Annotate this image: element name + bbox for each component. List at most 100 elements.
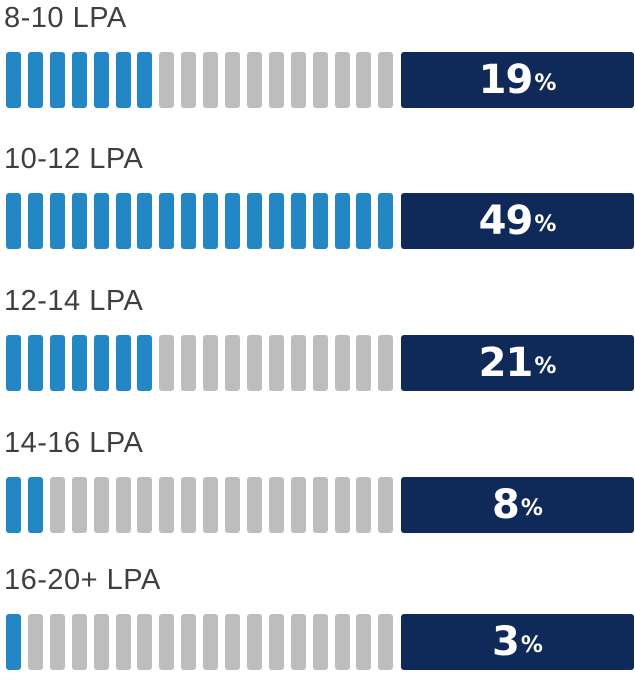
bar-segment-empty xyxy=(269,477,284,533)
bar-segment-empty xyxy=(116,614,131,670)
bar-segment-empty xyxy=(313,477,328,533)
bar-segment-empty xyxy=(356,52,371,108)
percent-suffix: % xyxy=(534,353,557,379)
bar-segment-filled xyxy=(378,193,393,249)
bar-segment-empty xyxy=(313,335,328,391)
bar-segment-filled xyxy=(291,193,306,249)
bar-segment-empty xyxy=(159,52,174,108)
bar-segment-filled xyxy=(181,193,196,249)
bar-segment-filled xyxy=(116,193,131,249)
bar-segment-filled xyxy=(94,52,109,108)
bar-segment-filled xyxy=(137,335,152,391)
bar-segment-empty xyxy=(247,614,262,670)
percent-suffix: % xyxy=(534,211,557,237)
bar-segment-empty xyxy=(356,477,371,533)
bar-segment-empty xyxy=(203,335,218,391)
data-label-value: 8 xyxy=(492,482,520,528)
value-label-box: 21% xyxy=(401,335,634,391)
bar-segment-empty xyxy=(378,477,393,533)
bar-segment-empty xyxy=(159,477,174,533)
bar-segment-filled xyxy=(72,52,87,108)
bar-segment-filled xyxy=(335,193,350,249)
bar-segment-empty xyxy=(203,477,218,533)
bar-segment-empty xyxy=(335,52,350,108)
chart-row: 16-20+ LPA 3% xyxy=(0,562,635,682)
bar-segment-empty xyxy=(137,614,152,670)
bar-segment-empty xyxy=(137,477,152,533)
bar-segment-empty xyxy=(247,52,262,108)
bar-segment-filled xyxy=(94,193,109,249)
percent-suffix: % xyxy=(520,632,543,658)
bar-segment-empty xyxy=(94,614,109,670)
bar-segment-empty xyxy=(291,52,306,108)
bar-segment-empty xyxy=(225,614,240,670)
bar-segment-filled xyxy=(50,193,65,249)
bar-segment-empty xyxy=(291,614,306,670)
bar-segment-filled xyxy=(6,193,21,249)
bar-segment-empty xyxy=(50,477,65,533)
segment-track xyxy=(6,52,396,108)
bar-segment-filled xyxy=(50,52,65,108)
category-label: 12-14 LPA xyxy=(4,285,144,317)
bar-segment-filled xyxy=(269,193,284,249)
bar-segment-empty xyxy=(247,335,262,391)
bar-segment-filled xyxy=(313,193,328,249)
value-label-box: 49% xyxy=(401,193,634,249)
bar-segment-filled xyxy=(225,193,240,249)
bar-segment-empty xyxy=(159,614,174,670)
bar-segment-empty xyxy=(269,335,284,391)
bar-segment-empty xyxy=(335,335,350,391)
value-label-box: 8% xyxy=(401,477,634,533)
chart-row: 14-16 LPA 8% xyxy=(0,425,635,545)
bar-segment-filled xyxy=(116,52,131,108)
bar-segment-filled xyxy=(28,335,43,391)
category-label: 14-16 LPA xyxy=(4,427,144,459)
bar-segment-empty xyxy=(203,614,218,670)
bar-segment-empty xyxy=(247,477,262,533)
bar-segment-empty xyxy=(181,477,196,533)
bar-segment-filled xyxy=(28,477,43,533)
segment-track xyxy=(6,477,396,533)
bar-segment-empty xyxy=(269,614,284,670)
bar-segment-empty xyxy=(181,52,196,108)
bar-segment-filled xyxy=(72,335,87,391)
bar-segment-filled xyxy=(6,335,21,391)
bar-segment-filled xyxy=(94,335,109,391)
bar-segment-empty xyxy=(356,335,371,391)
bar-segment-empty xyxy=(291,335,306,391)
data-label-value: 3 xyxy=(492,619,520,665)
bar-segment-filled xyxy=(6,52,21,108)
category-label: 8-10 LPA xyxy=(4,2,127,34)
bar-segment-empty xyxy=(335,477,350,533)
data-label-value: 19 xyxy=(478,57,534,103)
percent-suffix: % xyxy=(534,70,557,96)
chart-row: 12-14 LPA 21% xyxy=(0,283,635,403)
category-label: 16-20+ LPA xyxy=(4,564,161,596)
bar-segment-empty xyxy=(335,614,350,670)
percent-suffix: % xyxy=(520,495,543,521)
bar-segment-empty xyxy=(356,614,371,670)
bar-segment-empty xyxy=(181,335,196,391)
bar-segment-empty xyxy=(116,477,131,533)
bar-segment-filled xyxy=(203,193,218,249)
chart-row: 8-10 LPA 19% xyxy=(0,0,635,120)
segment-track xyxy=(6,193,396,249)
data-label-value: 21 xyxy=(478,340,534,386)
data-label-value: 49 xyxy=(478,198,534,244)
bar-segment-filled xyxy=(137,193,152,249)
bar-segment-empty xyxy=(269,52,284,108)
bar-segment-filled xyxy=(72,193,87,249)
bar-segment-empty xyxy=(159,335,174,391)
segment-track xyxy=(6,335,396,391)
bar-segment-empty xyxy=(203,52,218,108)
bar-segment-empty xyxy=(94,477,109,533)
bar-segment-filled xyxy=(137,52,152,108)
bar-segment-empty xyxy=(313,52,328,108)
bar-segment-empty xyxy=(378,335,393,391)
value-label-box: 19% xyxy=(401,52,634,108)
bar-segment-filled xyxy=(356,193,371,249)
bar-segment-empty xyxy=(28,614,43,670)
bar-segment-empty xyxy=(378,614,393,670)
bar-segment-empty xyxy=(225,477,240,533)
